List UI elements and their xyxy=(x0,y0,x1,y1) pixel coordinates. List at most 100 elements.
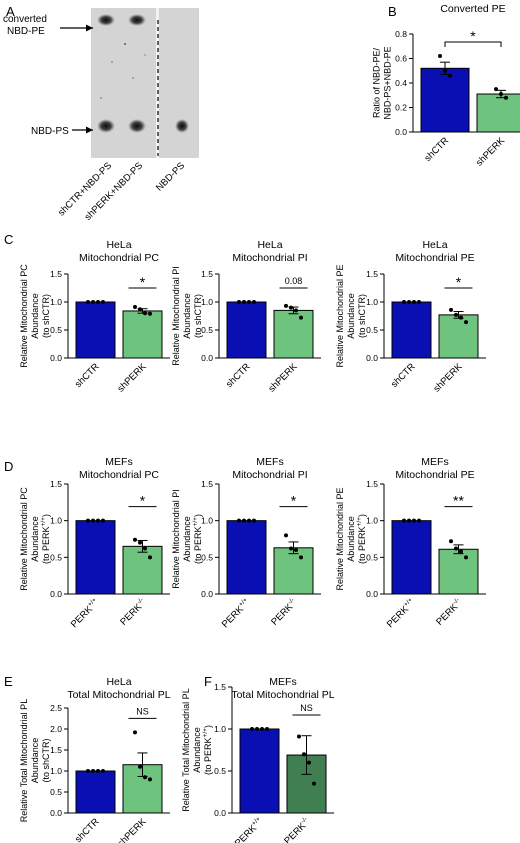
data-point xyxy=(459,549,463,554)
data-point xyxy=(143,546,147,551)
data-point xyxy=(289,305,293,310)
blot-speck xyxy=(124,43,126,45)
spot-ps-lane2 xyxy=(128,119,146,133)
y-tick-label: 1.0 xyxy=(366,297,378,307)
data-point xyxy=(237,300,241,304)
y-tick-label: 0.5 xyxy=(50,787,62,797)
panel-letter-b: B xyxy=(388,4,397,19)
spot-ps-lane1 xyxy=(97,119,115,133)
data-point xyxy=(299,555,303,560)
chart-title: Mitochondrial PI xyxy=(232,469,307,481)
x-category-label: shCTR xyxy=(73,361,102,390)
data-point xyxy=(133,730,137,735)
data-point xyxy=(138,540,142,545)
data-point xyxy=(148,311,152,316)
chart-title: MEFs xyxy=(256,456,283,468)
y-axis-label: Relative Total Mitochondrial PL xyxy=(181,688,191,811)
lane-label-2: shPERK+NBD-PS xyxy=(83,160,145,222)
significance-bracket xyxy=(444,41,502,48)
x-category-label: PERK+/+ xyxy=(68,596,102,630)
data-point xyxy=(260,727,264,731)
data-point xyxy=(247,300,251,304)
panel-letter-d: D xyxy=(4,459,13,474)
data-point xyxy=(454,546,458,551)
chart-title: HeLa xyxy=(106,676,131,688)
data-point xyxy=(242,518,246,523)
y-axis-label: (to PERK+/+) xyxy=(202,725,213,775)
y-tick-label: 0.6 xyxy=(395,54,407,64)
data-point xyxy=(133,305,137,310)
x-category-label: shCTR xyxy=(389,361,418,390)
significance-label: NS xyxy=(136,706,149,716)
y-tick-label: 0.5 xyxy=(366,325,378,335)
data-point xyxy=(86,300,90,304)
data-point xyxy=(255,727,259,731)
x-category-label: shCTR xyxy=(73,816,102,843)
y-tick-label: 2.0 xyxy=(50,724,62,734)
y-tick-label: 1.5 xyxy=(366,269,378,279)
x-category-label: shPERK xyxy=(115,361,149,395)
bar-knockdown xyxy=(476,93,520,133)
bar-knockdown xyxy=(122,310,163,359)
x-category-label: shPERK xyxy=(266,361,300,395)
y-tick-label: 0.0 xyxy=(201,589,213,599)
data-point xyxy=(284,303,288,308)
data-point xyxy=(407,518,411,523)
significance-label: NS xyxy=(300,703,313,713)
charts-layer: B Converted PE Ratio of NBD-PE/NBD-PS+NBD-… xyxy=(4,3,520,843)
data-point xyxy=(449,539,453,544)
y-tick-label: 0.0 xyxy=(50,808,62,818)
data-point xyxy=(407,300,411,304)
chart-title: HeLa xyxy=(422,239,447,251)
data-point xyxy=(284,533,288,538)
y-tick-label: 0.0 xyxy=(201,353,213,363)
bar-control xyxy=(239,728,280,814)
y-tick-label: 0.2 xyxy=(395,103,407,113)
significance-label: ** xyxy=(453,493,464,509)
y-axis-label: Relative Mitochondrial PE xyxy=(335,264,345,367)
y-axis-label: Abundance xyxy=(182,293,192,339)
y-tick-label: 0.0 xyxy=(395,127,407,137)
y-tick-label: 1.0 xyxy=(201,297,213,307)
blot-speck xyxy=(132,77,134,79)
y-tick-label: 0.5 xyxy=(366,552,378,562)
data-point xyxy=(307,760,311,765)
y-tick-label: 0.5 xyxy=(201,325,213,335)
y-axis-label: (to shCTR) xyxy=(41,738,51,782)
y-axis-label: (to shCTR) xyxy=(357,294,367,338)
panel-a-blot: A converted NBD-PE NBD-PS shCTR+NBD-PS s… xyxy=(3,4,199,223)
data-point xyxy=(138,307,142,312)
blot-label-nbd-pe: NBD-PE xyxy=(7,26,45,37)
bar-knockdown xyxy=(438,548,479,595)
y-tick-label: 0.0 xyxy=(366,353,378,363)
data-point xyxy=(96,518,100,523)
data-point xyxy=(299,315,303,320)
y-tick-label: 0.5 xyxy=(50,325,62,335)
data-point xyxy=(448,73,452,78)
chart-title: Mitochondrial PI xyxy=(232,252,307,264)
x-category-label: shCTR xyxy=(422,135,451,164)
x-category-label: PERK+/+ xyxy=(384,596,418,630)
data-point xyxy=(101,300,105,304)
y-axis-label: Abundance xyxy=(192,727,202,773)
x-category-label: PERK-/- xyxy=(281,816,312,843)
data-point xyxy=(133,537,137,542)
data-point xyxy=(402,518,406,523)
data-point xyxy=(289,546,293,551)
x-category-label: shPERK xyxy=(115,816,149,843)
y-axis-label: Relative Mitochondrial PE xyxy=(335,487,345,590)
data-point xyxy=(91,518,95,523)
y-tick-label: 1.5 xyxy=(50,269,62,279)
y-tick-label: 1.0 xyxy=(201,516,213,526)
bar-knockdown xyxy=(273,547,314,595)
blot-speck xyxy=(144,54,146,56)
chart-b: B Converted PE Ratio of NBD-PE/NBD-PS+NBD-… xyxy=(372,3,520,169)
data-point xyxy=(247,518,251,523)
y-tick-label: 0.8 xyxy=(395,29,407,39)
panel-letter-e: E xyxy=(4,674,13,689)
chart-title: HeLa xyxy=(106,239,131,251)
data-point xyxy=(297,734,301,739)
y-tick-label: 1.5 xyxy=(50,745,62,755)
